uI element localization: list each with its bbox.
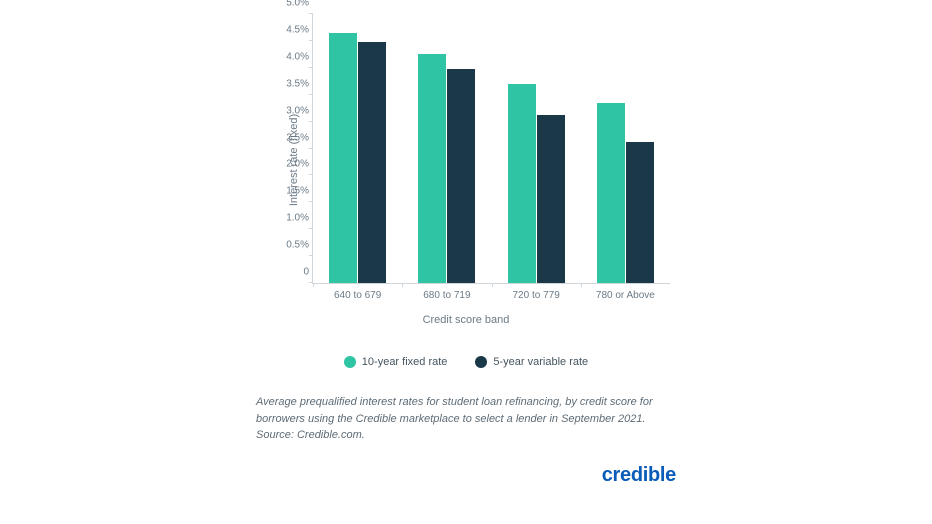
y-tick-mark [309,94,313,95]
legend: 10-year fixed rate 5-year variable rate [256,356,676,368]
swatch-10yr-icon [344,356,356,368]
y-tick-label: 2.5% [269,132,309,143]
chart-card: Interest rate (fixed) 640 to 679680 to 7… [236,0,696,507]
legend-label-10yr: 10-year fixed rate [362,356,448,368]
y-tick-label: 2.0% [269,159,309,170]
y-tick-label: 3.0% [269,105,309,116]
x-tick-label: 780 or Above [581,290,670,301]
swatch-5yr-icon [475,356,487,368]
x-tick-mark [581,283,582,287]
y-tick-label: 1.5% [269,186,309,197]
x-tick-label: 720 to 779 [492,290,581,301]
bar-group: 720 to 779 [492,14,581,283]
plot-region: 640 to 679680 to 719720 to 779780 or Abo… [312,14,670,284]
y-tick-mark [309,228,313,229]
y-tick-mark [309,13,313,14]
caption-l1: Average prequalified interest rates for … [256,396,653,408]
y-tick-mark [309,40,313,41]
legend-item-10yr: 10-year fixed rate [344,356,448,368]
y-tick-label: 0 [269,267,309,278]
x-tick-mark [313,283,314,287]
brand-logo: credible [256,464,676,487]
bar [329,33,357,283]
bar [597,103,625,283]
y-tick-label: 0.5% [269,240,309,251]
y-tick-mark [309,121,313,122]
bar [508,84,536,283]
x-tick-label: 680 to 719 [402,290,491,301]
legend-item-5yr: 5-year variable rate [475,356,588,368]
caption-l3: Source: Credible.com. [256,429,365,441]
bar-group: 640 to 679 [313,14,402,283]
y-tick-label: 5.0% [269,0,309,9]
y-tick-label: 3.5% [269,78,309,89]
legend-label-5yr: 5-year variable rate [493,356,588,368]
y-tick-mark [309,67,313,68]
bar [418,54,446,283]
bar [447,69,475,283]
bar [626,142,654,283]
y-tick-label: 4.0% [269,51,309,62]
x-tick-label: 640 to 679 [313,290,402,301]
bar [537,115,565,283]
y-tick-mark [309,148,313,149]
x-tick-mark [492,283,493,287]
caption: Average prequalified interest rates for … [256,394,676,444]
y-tick-label: 1.0% [269,213,309,224]
chart-area: Interest rate (fixed) 640 to 679680 to 7… [256,10,676,310]
x-tick-mark [402,283,403,287]
y-tick-mark [309,201,313,202]
bar-groups: 640 to 679680 to 719720 to 779780 or Abo… [313,14,670,283]
x-axis-label: Credit score band [256,314,676,326]
y-tick-mark [309,174,313,175]
bar-group: 680 to 719 [402,14,491,283]
bar-group: 780 or Above [581,14,670,283]
y-tick-mark [309,282,313,283]
y-tick-label: 4.5% [269,24,309,35]
bar [358,42,386,283]
caption-l2: borrowers using the Credible marketplace… [256,413,646,425]
y-tick-mark [309,255,313,256]
